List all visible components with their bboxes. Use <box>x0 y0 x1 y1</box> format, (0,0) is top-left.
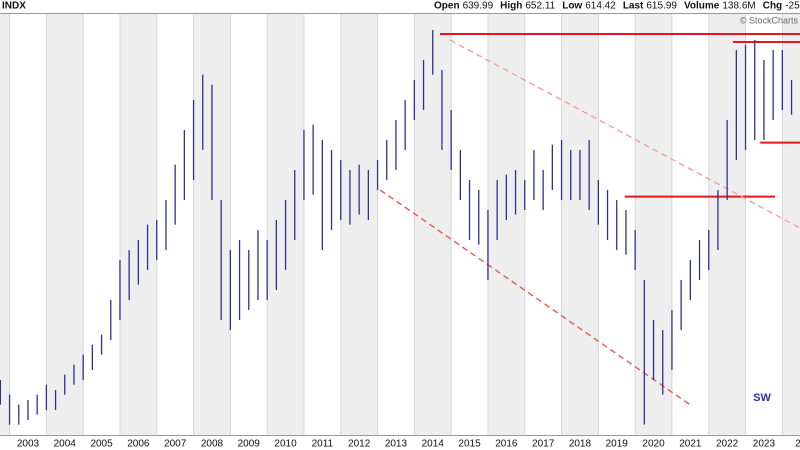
x-tick-label: 2022 <box>716 439 739 450</box>
quote-label: High <box>500 1 522 12</box>
x-tick-label: 2012 <box>348 439 371 450</box>
annotation: SW <box>753 392 771 404</box>
x-tick-label: 2018 <box>569 439 592 450</box>
year-band <box>340 14 378 435</box>
quote-value: 639.99 <box>463 1 494 12</box>
x-tick-label: 2011 <box>312 439 334 450</box>
quote-label: Volume <box>684 1 720 12</box>
quote-label: Last <box>623 1 644 12</box>
x-tick-label: 2023 <box>753 439 776 450</box>
x-tick-label: 2005 <box>90 439 113 450</box>
x-tick-label: 2008 <box>201 439 224 450</box>
x-tick-label: 2016 <box>495 439 518 450</box>
x-tick-label: 2007 <box>164 439 187 450</box>
quote-value: 138.6M <box>722 1 755 12</box>
year-band <box>0 14 10 435</box>
x-tick-label: 2013 <box>385 439 408 450</box>
year-band <box>414 14 452 435</box>
year-band <box>782 14 800 435</box>
x-tick-label: 2014 <box>422 439 445 450</box>
x-tick-label: 2010 <box>274 439 297 450</box>
quote-label: Low <box>562 1 582 12</box>
x-tick-label: 2019 <box>606 439 629 450</box>
quote-value: 652.11 <box>525 1 555 12</box>
year-band <box>561 14 599 435</box>
year-band <box>46 14 84 435</box>
x-tick-label: 20 <box>795 439 800 450</box>
x-tick-label: 2006 <box>127 439 150 450</box>
symbol: INDX <box>2 1 26 12</box>
price-bars <box>0 30 793 425</box>
quote-value: -25.29 (-3.94 <box>785 1 800 12</box>
x-tick-label: 2003 <box>17 439 40 450</box>
trend-line <box>449 39 800 229</box>
year-band <box>193 14 231 435</box>
quote-value: 615.99 <box>646 1 677 12</box>
year-band <box>487 14 525 435</box>
quote: Open 639.99 High 652.11 Low 614.42 Last 615.99 V… <box>434 1 800 12</box>
x-tick-label: 2021 <box>679 439 702 450</box>
quote-value: 614.42 <box>585 1 616 12</box>
x-tick-label: 2017 <box>532 439 555 450</box>
x-tick-label: 2004 <box>54 439 77 450</box>
year-band <box>708 14 746 435</box>
x-tick-label: 2020 <box>642 439 665 450</box>
x-tick-label: 2015 <box>458 439 481 450</box>
watermark: © StockCharts <box>740 15 799 25</box>
year-band <box>119 14 157 435</box>
quote-label: Chg <box>763 1 782 12</box>
trend-lines <box>379 33 800 406</box>
x-tick-label: 2009 <box>238 439 261 450</box>
quote-label: Open <box>434 1 460 12</box>
trend-line <box>379 189 691 406</box>
